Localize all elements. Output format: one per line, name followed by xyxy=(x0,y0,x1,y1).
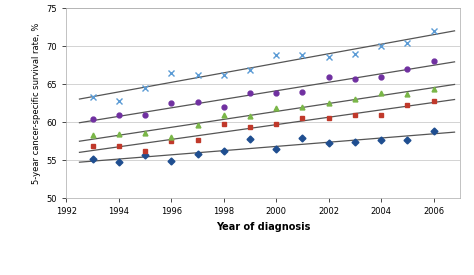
X-axis label: Year of diagnosis: Year of diagnosis xyxy=(216,222,310,232)
Y-axis label: 5-year cancer-specific survival rate, %: 5-year cancer-specific survival rate, % xyxy=(32,23,41,184)
